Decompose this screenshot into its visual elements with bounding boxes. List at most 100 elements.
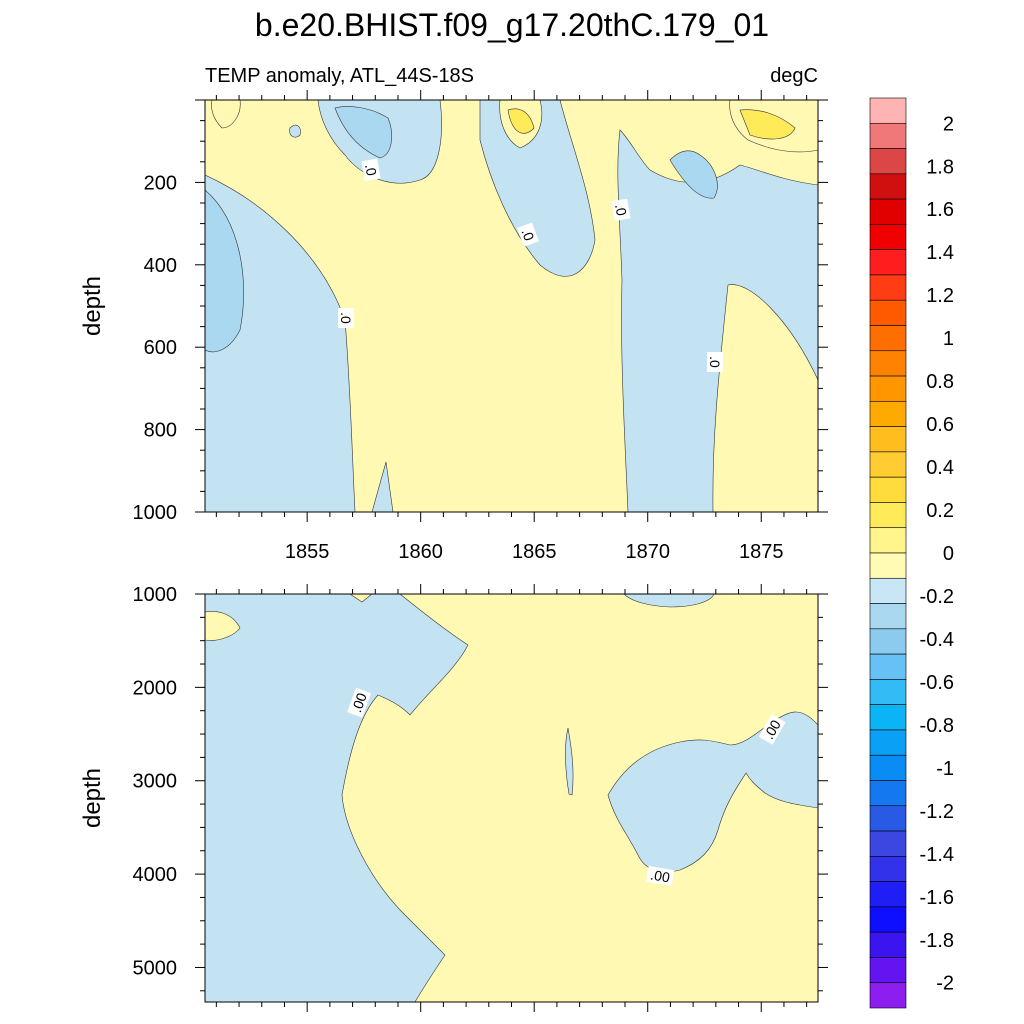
colorbar-label: 1.2 [926, 285, 954, 307]
colorbar-swatch [869, 173, 907, 200]
colorbar-swatch [869, 552, 907, 579]
colorbar-swatch [869, 628, 907, 655]
upper-neg-dot [289, 124, 301, 138]
colorbar: 2 1.8 1.6 1.4 1.2 1 0.8 0.6 0.4 0.2 0 -0.2 -0.4 -0.6 -… [869, 97, 954, 1009]
colorbar-label: 2 [943, 113, 954, 135]
upper-panel: .0 .0 .0 .0 .0 1855 1860 1865 1870 1875 200 40… [79, 90, 828, 563]
colorbar-swatch [869, 754, 907, 781]
colorbar-swatch [869, 931, 907, 958]
upper-neg-left-core [205, 189, 244, 353]
colorbar-swatch [869, 325, 907, 352]
colorbar-swatch [869, 224, 907, 250]
chart-title: b.e20.BHIST.f09_g17.20thC.179_01 [255, 7, 769, 43]
colorbar-label: 1 [943, 328, 954, 350]
y-tick-label: 4000 [133, 864, 178, 886]
colorbar-label: 0.8 [926, 371, 954, 393]
colorbar-swatch [869, 982, 907, 1009]
colorbar-label: -1.2 [920, 801, 954, 823]
x-tick-label: 1870 [625, 541, 670, 563]
upper-neg-lobe [479, 100, 596, 277]
lower-pos-left-patch [205, 611, 241, 641]
colorbar-swatch [869, 249, 907, 276]
y-tick-label: 2000 [133, 677, 178, 699]
colorbar-label: -0.4 [920, 629, 954, 651]
contour-label: .00 [649, 866, 671, 885]
upper-contour-labels: .0 .0 .0 .0 .0 [338, 158, 723, 372]
colorbar-swatch [869, 805, 907, 832]
colorbar-swatch [869, 679, 907, 705]
upper-neg-left-tongue [371, 461, 394, 512]
x-tick-label: 1865 [512, 541, 557, 563]
colorbar-swatch [869, 375, 907, 402]
colorbar-swatch [869, 527, 907, 554]
colorbar-swatch [869, 451, 907, 478]
colorbar-label: 1.6 [926, 199, 954, 221]
colorbar-swatch [869, 122, 907, 149]
colorbar-swatch [869, 704, 907, 731]
colorbar-swatch [869, 198, 907, 225]
colorbar-label: 0.2 [926, 500, 954, 522]
colorbar-swatch [869, 881, 907, 908]
lower-neg-sliver [565, 727, 574, 796]
colorbar-label: -1 [936, 758, 954, 780]
upper-pos-patch-3 [739, 109, 796, 140]
lower-contour-labels: .00 .00 .00 [347, 687, 786, 887]
x-tick-label: 1875 [739, 541, 784, 563]
upper-neg-right-core [669, 150, 718, 199]
subtitle-left: TEMP anomaly, ATL_44S-18S [205, 65, 474, 87]
lower-ylabel: depth [79, 768, 106, 828]
x-tick-label: 1855 [285, 541, 330, 563]
colorbar-label: -0.6 [920, 672, 954, 694]
colorbar-label: -0.2 [920, 586, 954, 608]
subtitle-right: degC [770, 65, 818, 87]
colorbar-label: 0 [943, 543, 954, 565]
colorbar-label: -0.8 [920, 715, 954, 737]
colorbar-swatch [869, 830, 907, 857]
colorbar-swatch [869, 299, 907, 326]
colorbar-label: 0.6 [926, 414, 954, 436]
colorbar-swatch [869, 148, 907, 175]
upper-ylabel: depth [79, 276, 106, 336]
y-tick-label: 800 [144, 420, 177, 442]
y-tick-label: 600 [144, 337, 177, 359]
lower-neg-left [205, 594, 469, 1002]
y-tick-label: 200 [144, 172, 177, 194]
colorbar-label: -1.4 [920, 844, 954, 866]
colorbar-swatch [869, 350, 907, 377]
x-tick-label: 1860 [398, 541, 443, 563]
colorbar-swatch [869, 577, 907, 604]
colorbar-label: 1.4 [926, 242, 954, 264]
colorbar-label: -2 [936, 973, 954, 995]
upper-pos-patch-4 [507, 108, 535, 134]
colorbar-swatch [869, 957, 907, 984]
colorbar-swatch [869, 906, 907, 933]
colorbar-swatch [869, 476, 907, 503]
colorbar-swatch [869, 780, 907, 807]
colorbar-swatch [869, 729, 907, 756]
colorbar-swatch [869, 274, 907, 301]
lower-neg-top-right [623, 594, 715, 608]
colorbar-label: -1.6 [920, 887, 954, 909]
upper-neg-center-core [334, 106, 393, 159]
colorbar-label: 1.8 [926, 156, 954, 178]
colorbar-swatch [869, 603, 907, 630]
colorbar-swatch [869, 97, 907, 124]
contour-label: .0 [707, 356, 723, 368]
colorbar-label: -1.8 [920, 930, 954, 952]
lower-panel: .00 .00 .00 1000 2000 3000 4000 5000 depth [79, 584, 828, 1012]
y-tick-label: 400 [144, 255, 177, 277]
lower-axes: 1000 2000 3000 4000 5000 [133, 584, 828, 1012]
colorbar-swatch [869, 426, 907, 453]
contour-label: .0 [612, 203, 630, 217]
colorbar-swatch [869, 502, 907, 529]
y-tick-label: 1000 [133, 584, 178, 606]
y-tick-label: 1000 [133, 502, 178, 524]
contour-label: .00 [348, 691, 370, 715]
colorbar-label: 0.4 [926, 457, 954, 479]
contour-label: .0 [518, 226, 537, 243]
upper-axes: 1855 1860 1865 1870 1875 200 400 600 800 1000 [133, 90, 828, 563]
contour-label: .0 [362, 163, 380, 177]
colorbar-swatch [869, 401, 907, 427]
upper-pos-patch-5 [211, 100, 241, 129]
